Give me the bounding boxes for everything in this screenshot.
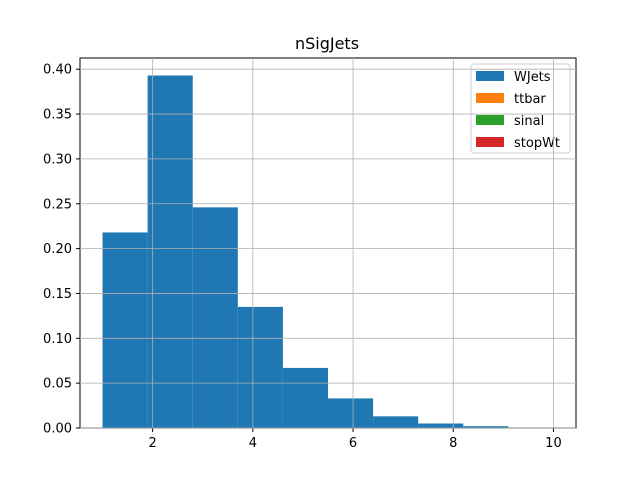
y-axis: 0.00 0.05 0.10 0.15 0.20 0.25 0.30 0.35 0.40 bbox=[43, 63, 80, 437]
y-tick-label: 0.40 bbox=[43, 63, 72, 78]
histogram-bar bbox=[237, 306, 283, 428]
x-tick-label: 10 bbox=[545, 436, 562, 451]
legend-swatch bbox=[476, 137, 504, 147]
y-tick-label: 0.25 bbox=[43, 197, 72, 212]
legend-box bbox=[470, 63, 571, 154]
legend-label: WJets bbox=[514, 70, 551, 85]
y-tick-label: 0.30 bbox=[43, 152, 72, 167]
y-tick-label: 0.15 bbox=[43, 287, 72, 302]
grid-lines bbox=[80, 58, 576, 429]
histogram-bar bbox=[418, 423, 464, 428]
x-tick-label: 6 bbox=[349, 436, 357, 451]
chart-title: nSigJets bbox=[295, 34, 359, 53]
legend-label: ttbar bbox=[514, 92, 546, 107]
x-tick-label: 2 bbox=[149, 436, 157, 451]
y-tick-label: 0.00 bbox=[43, 422, 72, 437]
legend: WJets ttbar sinal stopWt bbox=[470, 63, 571, 154]
histogram-bars bbox=[102, 75, 509, 428]
x-axis: 2 4 6 8 10 bbox=[149, 428, 562, 451]
histogram-bar bbox=[282, 367, 328, 428]
legend-label: stopWt bbox=[514, 136, 560, 151]
x-tick-label: 4 bbox=[249, 436, 257, 451]
legend-label: sinal bbox=[514, 114, 544, 129]
histogram-bar bbox=[328, 398, 374, 428]
y-tick-label: 0.05 bbox=[43, 377, 72, 392]
legend-swatch bbox=[476, 115, 504, 125]
y-tick-label: 0.20 bbox=[43, 242, 72, 257]
histogram-bar bbox=[463, 426, 509, 428]
histogram-bar bbox=[192, 207, 238, 428]
y-tick-label: 0.10 bbox=[43, 332, 72, 347]
legend-swatch bbox=[476, 93, 504, 103]
y-tick-label: 0.35 bbox=[43, 108, 72, 123]
histogram-bar bbox=[102, 232, 148, 428]
histogram-bar bbox=[147, 75, 193, 428]
legend-swatch bbox=[476, 71, 504, 81]
x-tick-label: 8 bbox=[449, 436, 457, 451]
histogram-bar bbox=[373, 416, 419, 428]
